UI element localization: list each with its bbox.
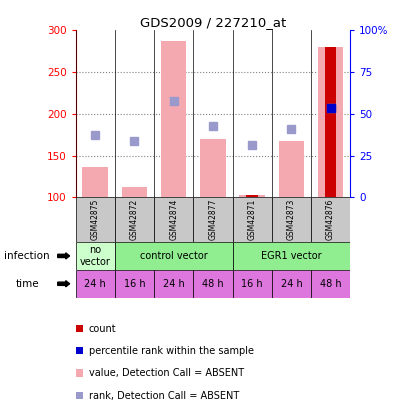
Bar [279,141,304,198]
Text: percentile rank within the sample: percentile rank within the sample [89,346,254,356]
Bar [154,198,193,242]
Text: GSM42872: GSM42872 [130,199,139,240]
Text: 48 h: 48 h [320,279,341,289]
Text: infection: infection [4,251,50,261]
Bar [193,270,232,298]
Text: 24 h: 24 h [163,279,185,289]
Text: 48 h: 48 h [202,279,224,289]
Bar [311,198,350,242]
Bar [115,242,232,270]
Text: time: time [16,279,39,289]
Bar [318,47,343,198]
Text: GSM42876: GSM42876 [326,199,335,241]
Title: GDS2009 / 227210_at: GDS2009 / 227210_at [140,16,286,29]
Text: EGR1 vector: EGR1 vector [261,251,322,261]
Bar [161,41,186,198]
Bar [232,198,272,242]
Text: rank, Detection Call = ABSENT: rank, Detection Call = ABSENT [89,391,239,401]
Bar [246,195,258,198]
Bar [115,198,154,242]
Bar [115,270,154,298]
Bar [76,270,115,298]
Text: GSM42875: GSM42875 [91,199,100,241]
Bar [122,187,147,198]
Bar [325,47,336,198]
Bar [76,198,115,242]
Text: control vector: control vector [140,251,208,261]
Text: count: count [89,324,116,334]
Bar [240,195,265,198]
Bar [193,198,232,242]
Text: value, Detection Call = ABSENT: value, Detection Call = ABSENT [89,369,244,378]
Text: 24 h: 24 h [84,279,106,289]
Text: GSM42871: GSM42871 [248,199,257,240]
Text: 16 h: 16 h [241,279,263,289]
Bar [76,242,115,270]
Text: no
vector: no vector [80,245,111,267]
Bar [82,166,108,198]
Bar [272,198,311,242]
Bar [232,242,350,270]
Bar [232,270,272,298]
Bar [311,270,350,298]
Bar [272,270,311,298]
Text: GSM42877: GSM42877 [209,199,217,241]
Text: 16 h: 16 h [124,279,145,289]
Text: GSM42874: GSM42874 [169,199,178,241]
Text: GSM42873: GSM42873 [287,199,296,241]
Text: 24 h: 24 h [281,279,302,289]
Bar [154,270,193,298]
Bar [200,139,226,198]
